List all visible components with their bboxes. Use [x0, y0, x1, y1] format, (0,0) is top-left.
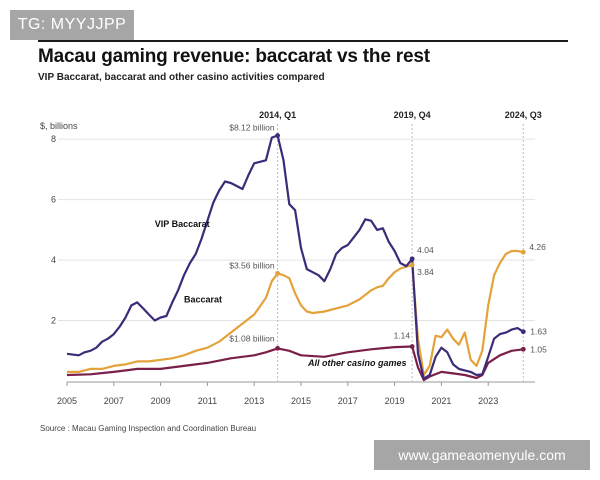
- series-line-vip: [66, 134, 524, 380]
- data-point-marker: [520, 329, 526, 335]
- data-label: 1.05: [530, 344, 547, 354]
- x-tick-label: 2023: [478, 396, 498, 406]
- x-tick-label: 2021: [431, 396, 451, 406]
- data-point-marker: [275, 345, 280, 351]
- x-tick-label: 2009: [151, 396, 171, 406]
- data-label: 3.84: [417, 267, 434, 277]
- series-line-other: [66, 345, 524, 382]
- x-tick-label: 2017: [338, 396, 358, 406]
- x-tick-label: 2011: [198, 396, 217, 406]
- x-tick-label: 2019: [385, 396, 405, 406]
- series-line-baccarat: [67, 249, 524, 377]
- data-point-marker: [520, 346, 526, 352]
- x-tick-label: 2013: [244, 396, 264, 406]
- series-label-baccarat: Baccarat: [184, 294, 222, 304]
- data-label: $1.08 billion: [229, 333, 275, 343]
- series-label-vip: VIP Baccarat: [155, 219, 210, 229]
- x-tick-label: 2015: [291, 396, 311, 406]
- title-rule: [38, 40, 568, 42]
- period-marker-label: 2024, Q3: [505, 110, 542, 120]
- data-point-marker: [409, 262, 415, 268]
- data-point-marker: [275, 270, 280, 276]
- period-marker-label: 2014, Q1: [259, 110, 296, 120]
- chart-subtitle: VIP Baccarat, baccarat and other casino …: [38, 72, 325, 83]
- x-tick-label: 2005: [57, 396, 77, 406]
- watermark-top: TG: MYYJJPP: [10, 10, 134, 40]
- data-point-marker: [409, 256, 415, 262]
- y-axis-label: $, billions: [40, 121, 78, 131]
- y-tick-label: 6: [51, 195, 56, 205]
- series-label-other: All other casino games: [307, 358, 407, 368]
- data-point-marker: [409, 344, 415, 349]
- data-point-marker: [520, 249, 526, 255]
- data-label: $8.12 billion: [229, 123, 275, 133]
- source-note: Source : Macau Gaming Inspection and Coo…: [40, 424, 257, 433]
- y-tick-label: 8: [51, 134, 56, 144]
- watermark-bottom: www.gameaomenyule.com: [374, 440, 590, 470]
- y-tick-label: 4: [51, 255, 56, 265]
- data-point-marker: [275, 133, 280, 138]
- data-label: $3.56 billion: [229, 260, 275, 270]
- x-tick-label: 2007: [104, 396, 124, 406]
- period-marker-label: 2019, Q4: [394, 110, 431, 120]
- data-label: 1.14: [394, 331, 411, 341]
- chart-title: Macau gaming revenue: baccarat vs the re…: [38, 46, 430, 67]
- data-label: 4.26: [529, 242, 546, 252]
- data-label: 1.63: [530, 327, 547, 337]
- y-tick-label: 2: [51, 316, 56, 326]
- data-label: 4.04: [417, 245, 434, 255]
